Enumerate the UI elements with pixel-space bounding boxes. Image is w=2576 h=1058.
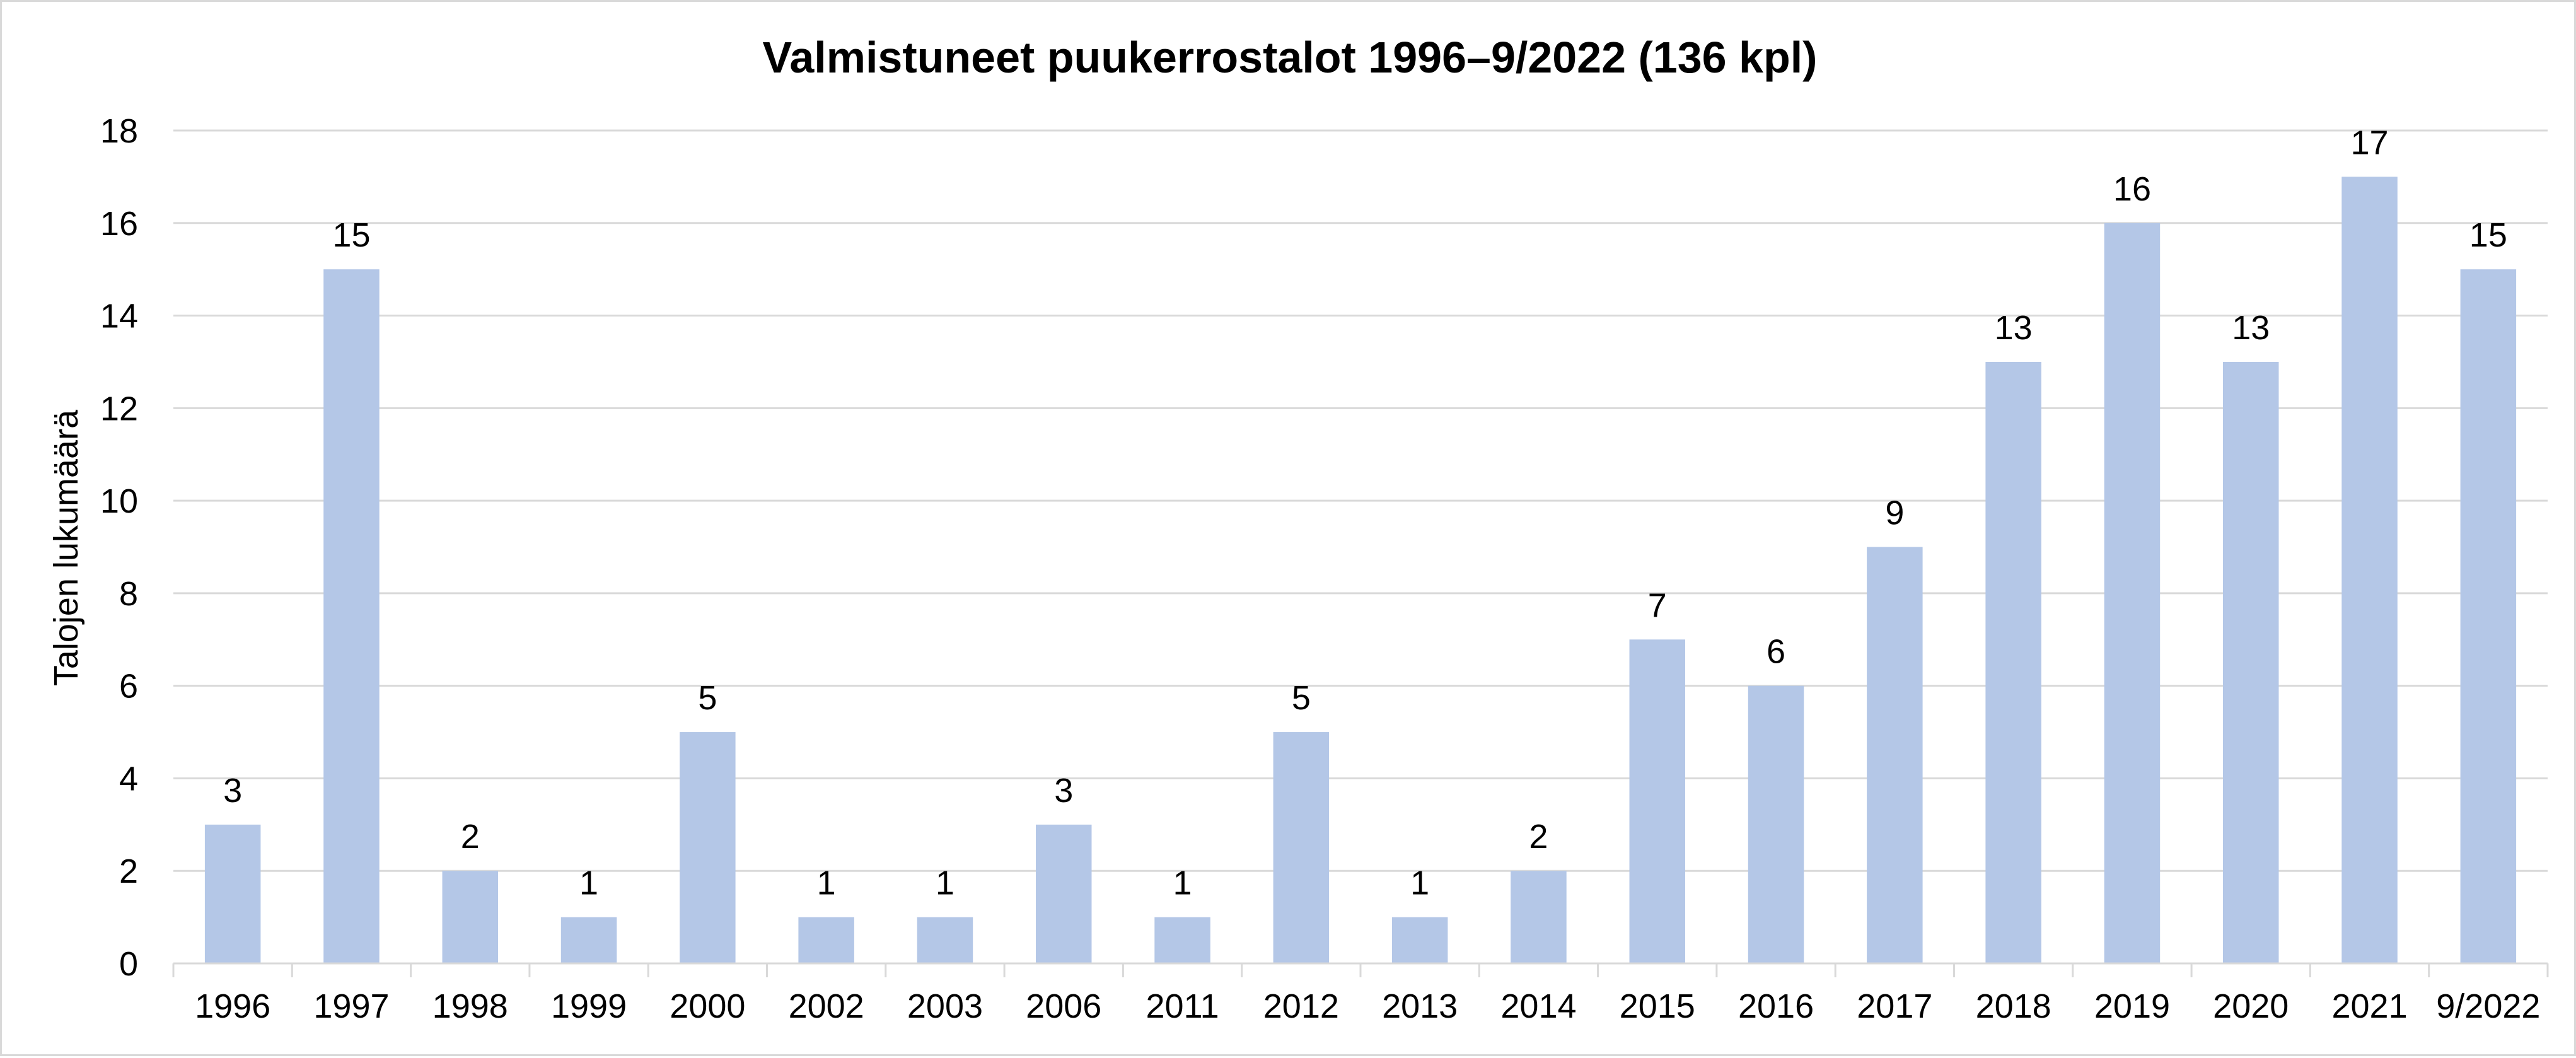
data-label: 16 [2113, 170, 2151, 208]
bar [917, 917, 973, 963]
y-tick-label: 2 [119, 852, 138, 890]
x-tick-label: 9/2022 [2436, 987, 2540, 1025]
data-label: 2 [1529, 818, 1548, 856]
x-tick-label: 2016 [1738, 987, 1814, 1025]
x-tick-label: 2019 [2094, 987, 2170, 1025]
x-tick-label: 2006 [1026, 987, 1101, 1025]
bar [560, 917, 617, 963]
data-label: 5 [1292, 679, 1311, 717]
data-label: 15 [2469, 216, 2507, 254]
y-tick-label: 16 [100, 205, 138, 243]
bar [798, 917, 854, 963]
bar [1511, 871, 1567, 963]
x-tick-label: 1998 [432, 987, 508, 1025]
data-label: 1 [579, 864, 598, 902]
bar [1035, 824, 1092, 963]
x-tick-label: 2018 [1976, 987, 2051, 1025]
gridlines [173, 129, 2548, 872]
bar [1273, 732, 1330, 963]
x-tick-label: 1996 [195, 987, 270, 1025]
bar [2460, 269, 2517, 964]
data-label: 17 [2351, 124, 2389, 161]
data-label: 7 [1648, 586, 1667, 624]
bar [442, 871, 499, 963]
bar [1985, 361, 2041, 963]
bar [1867, 547, 1923, 963]
x-tick-label: 2000 [670, 987, 745, 1025]
data-label: 5 [698, 679, 717, 717]
bar [1748, 685, 1804, 963]
bar [204, 824, 261, 963]
data-label: 1 [817, 864, 836, 902]
y-axis-label: Talojen lukumäärä [47, 409, 85, 686]
data-label: 15 [332, 216, 370, 254]
data-label: 1 [1173, 864, 1192, 902]
y-tick-label: 8 [119, 575, 138, 613]
bar [2222, 361, 2279, 963]
x-tick-label: 2003 [907, 987, 983, 1025]
bar [2104, 223, 2161, 963]
y-tick-label: 0 [119, 945, 138, 983]
chart-title: Valmistuneet puukerrostalot 1996–9/2022 … [763, 33, 1818, 82]
data-label: 13 [1995, 309, 2033, 347]
bar [2341, 177, 2398, 963]
bar [1154, 917, 1210, 963]
y-tick-label: 12 [100, 390, 138, 427]
data-label: 6 [1767, 633, 1785, 671]
x-tick-label: 2011 [1146, 987, 1219, 1025]
x-tick-label: 2002 [789, 987, 864, 1025]
data-label: 9 [1885, 494, 1904, 532]
y-tick-label: 4 [119, 760, 138, 798]
x-tick-label: 2014 [1500, 987, 1576, 1025]
x-tick-label: 1999 [551, 987, 627, 1025]
data-label: 1 [1410, 864, 1429, 902]
x-tick-label: 2021 [2331, 987, 2407, 1025]
bar [1391, 917, 1448, 963]
x-tick-label: 2020 [2213, 987, 2289, 1025]
x-tick-label: 2012 [1263, 987, 1339, 1025]
bars [204, 177, 2517, 964]
x-tick-label: 1997 [313, 987, 389, 1025]
data-label: 3 [1054, 772, 1073, 810]
y-tick-label: 6 [119, 668, 138, 706]
bar [1629, 639, 1686, 963]
y-tick-label: 14 [100, 298, 138, 335]
bar [680, 732, 736, 963]
data-label: 2 [461, 818, 480, 856]
y-tick-label: 18 [100, 112, 138, 150]
data-label: 1 [936, 864, 954, 902]
data-label: 3 [223, 772, 242, 810]
bar [323, 269, 380, 964]
data-label: 13 [2232, 309, 2270, 347]
y-tick-label: 10 [100, 482, 138, 520]
x-tick-label: 2015 [1620, 987, 1695, 1025]
x-tick-label: 2017 [1857, 987, 1932, 1025]
x-tick-label: 2013 [1382, 987, 1458, 1025]
